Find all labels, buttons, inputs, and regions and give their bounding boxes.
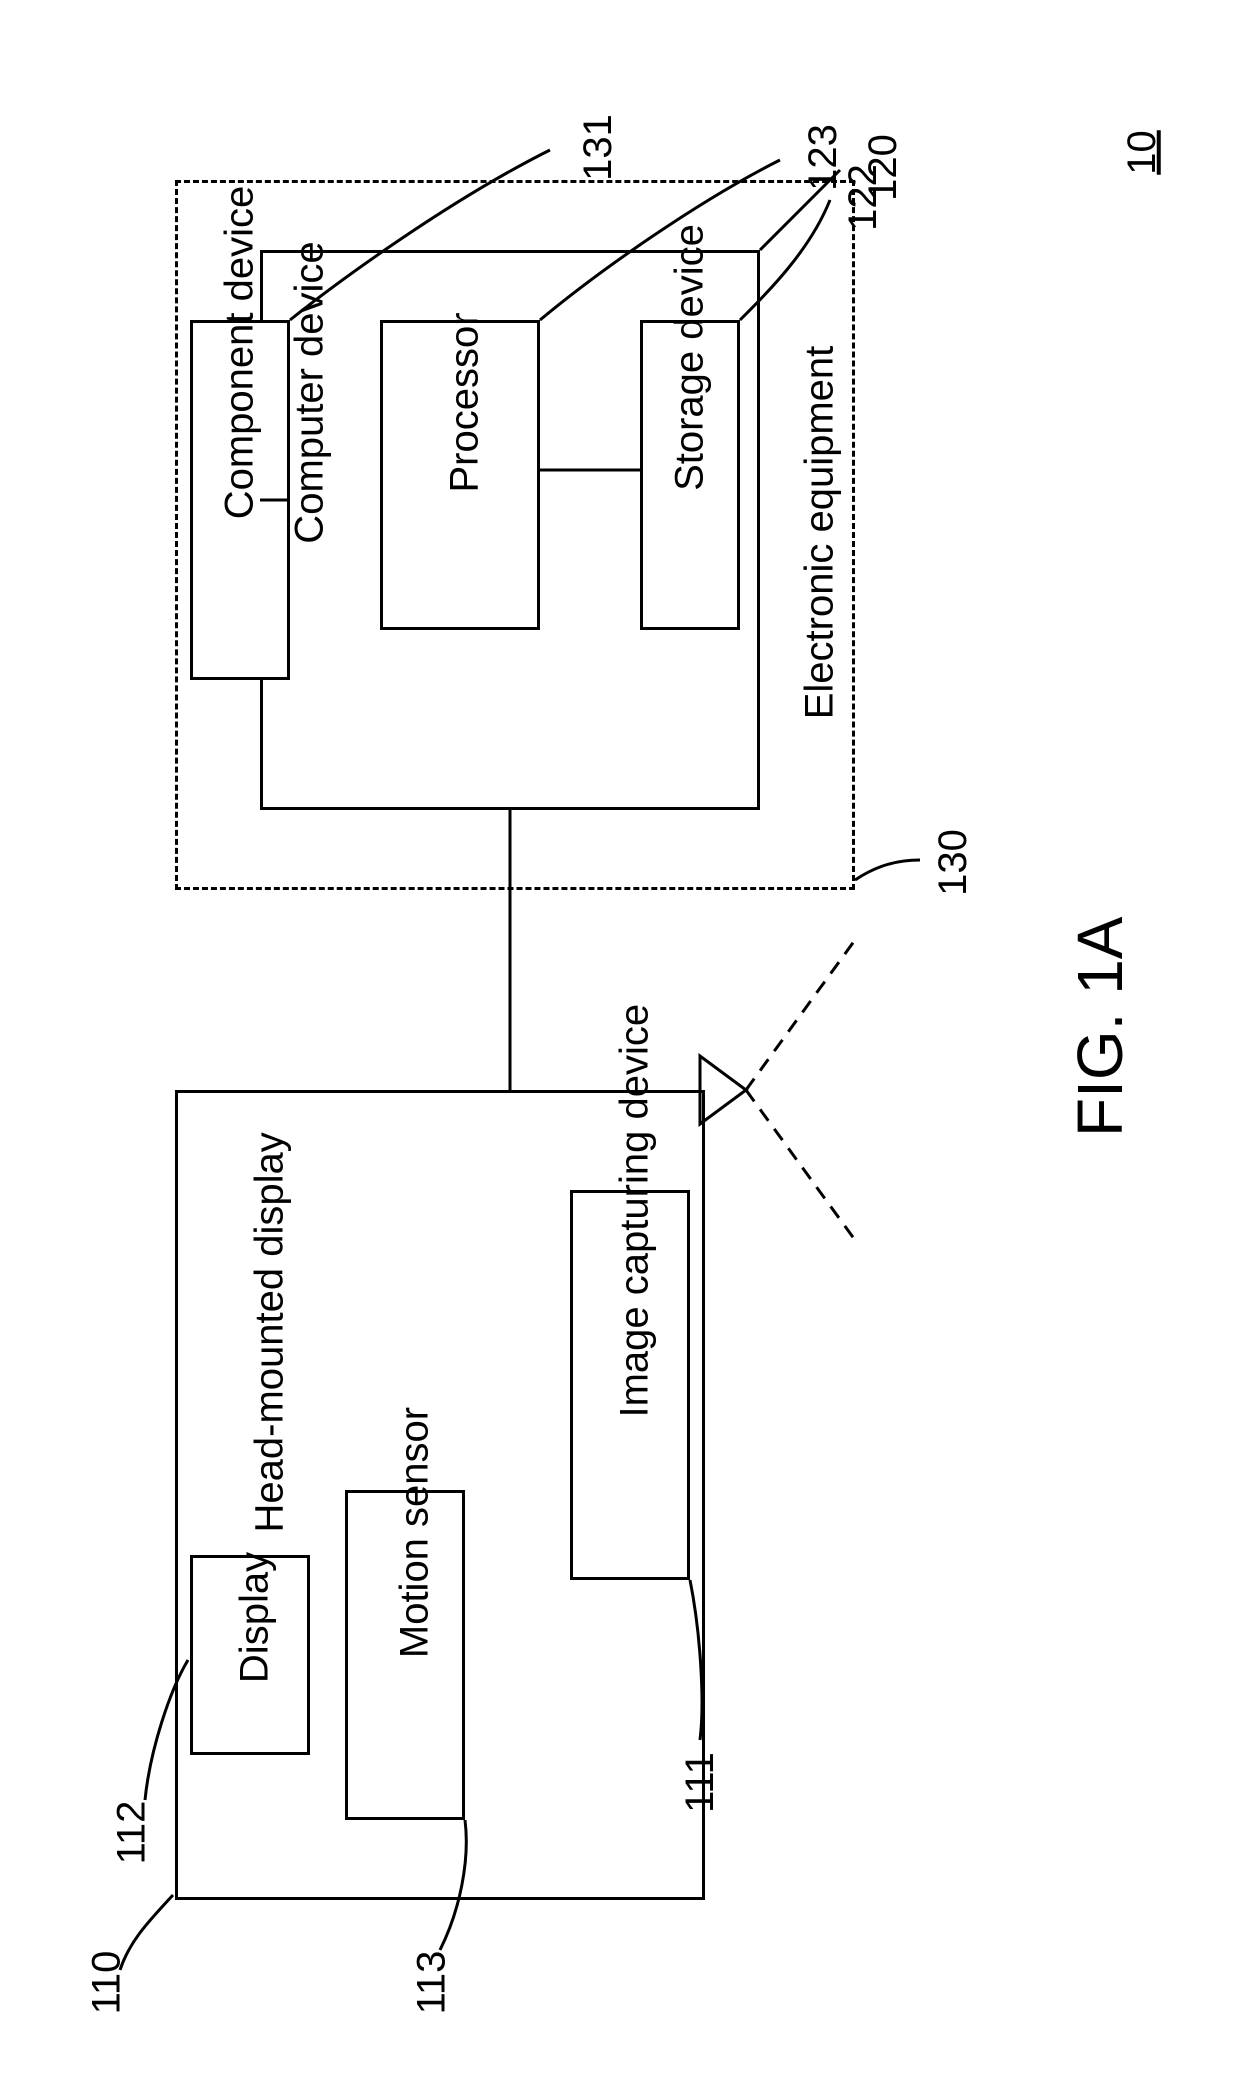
processor-label: Processor — [443, 303, 488, 503]
ref-122: 122 — [841, 164, 886, 231]
image-capture-label: Image capturing device — [613, 1078, 658, 1418]
figure-caption: FIG. 1A — [1063, 857, 1137, 1137]
ref-110: 110 — [84, 1951, 129, 2015]
ref-10: 10 — [1120, 130, 1165, 175]
computer-label: Computer device — [288, 223, 333, 563]
ref-123: 123 — [801, 124, 846, 191]
equipment-label: Electronic equipment — [798, 323, 843, 743]
motion-sensor-label: Motion sensor — [393, 1383, 438, 1683]
ref-131: 131 — [576, 114, 621, 181]
ref-113: 113 — [409, 1951, 454, 2015]
ref-130: 130 — [931, 829, 976, 896]
hmd-label: Head-mounted display — [248, 1133, 293, 1533]
ref-111: 111 — [678, 1752, 723, 1813]
ref-112: 112 — [109, 1801, 154, 1865]
page-root: Head-mounted display Motion sensor Image… — [0, 0, 1240, 2100]
component-label: Component device — [218, 178, 263, 528]
display-label: Display — [233, 1543, 278, 1693]
storage-label: Storage device — [668, 208, 713, 508]
